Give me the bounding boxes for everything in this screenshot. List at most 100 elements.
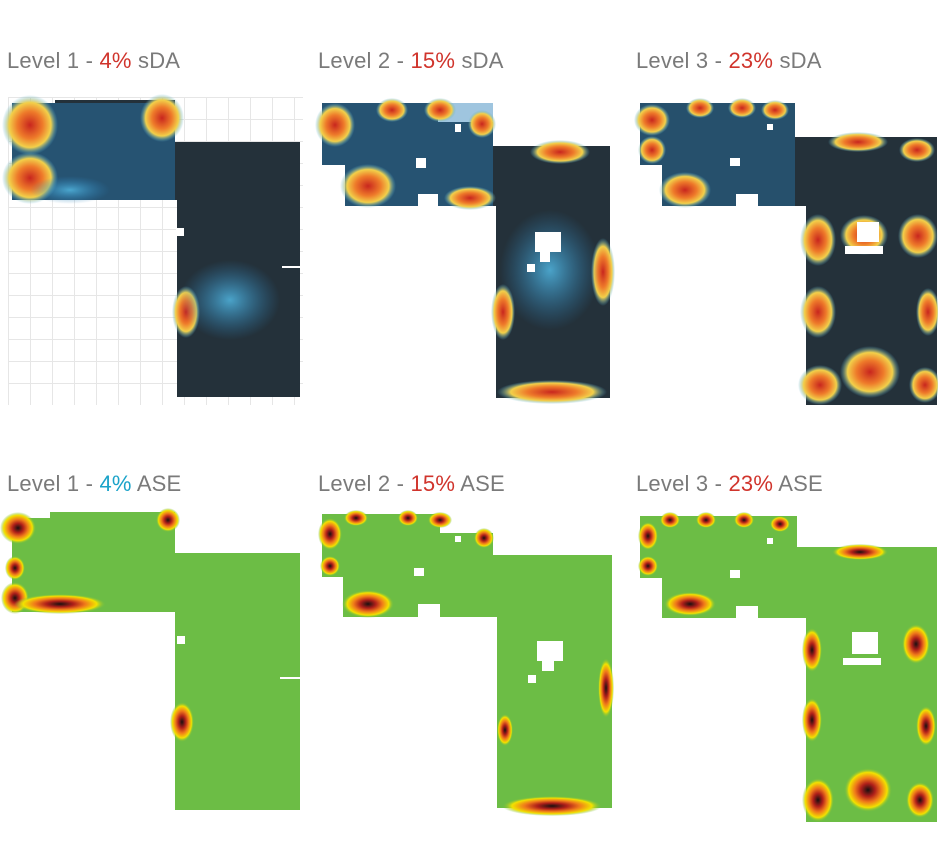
heat-spot xyxy=(664,592,716,616)
opening xyxy=(176,228,184,236)
opening xyxy=(535,232,561,252)
percent-value: 4% xyxy=(99,471,132,496)
heat-spot xyxy=(180,260,280,340)
heat-spot xyxy=(916,288,938,336)
heat-spot xyxy=(444,186,496,210)
heat-spot xyxy=(497,714,513,746)
level-label: Level 3 xyxy=(636,471,709,496)
opening xyxy=(414,568,424,576)
panel-level2-sda: Level 2 - 15% sDA xyxy=(310,40,630,420)
heat-spot xyxy=(770,516,790,532)
separator: - xyxy=(390,471,411,496)
opening xyxy=(730,158,740,166)
opening xyxy=(527,264,535,272)
heat-spot xyxy=(156,508,180,532)
level-label: Level 2 xyxy=(318,471,391,496)
opening xyxy=(767,538,773,544)
separator: - xyxy=(708,48,729,73)
metric-label: ASE xyxy=(460,471,505,496)
level-label: Level 1 xyxy=(7,48,80,73)
heat-spot xyxy=(474,528,494,548)
opening xyxy=(857,222,879,242)
opening xyxy=(542,661,554,671)
ase-shape-l1 xyxy=(0,508,300,810)
heat-spot xyxy=(840,346,900,398)
panel-level2-ase: Level 2 - 15% ASE xyxy=(310,463,630,845)
panel-level1-ase: Level 1 - 4% ASE xyxy=(0,463,310,845)
heat-spot xyxy=(315,103,355,147)
heat-spot xyxy=(761,100,789,120)
heat-spot xyxy=(800,286,836,338)
opening xyxy=(845,246,883,254)
percent-value: 4% xyxy=(99,48,132,73)
heat-spot xyxy=(800,214,836,266)
heat-spot xyxy=(728,98,756,118)
percent-value: 15% xyxy=(410,48,456,73)
panel-level3-sda: Level 3 - 23% sDA xyxy=(630,40,938,420)
percent-value: 23% xyxy=(728,471,774,496)
opening xyxy=(767,124,773,130)
level-label: Level 1 xyxy=(7,471,80,496)
heat-spot xyxy=(2,95,58,155)
metric-label: ASE xyxy=(778,471,823,496)
separator: - xyxy=(79,471,100,496)
heat-spot xyxy=(320,556,340,576)
heat-spot xyxy=(638,522,658,550)
panel-level3-ase: Level 3 - 23% ASE xyxy=(630,463,938,845)
heat-spot xyxy=(898,214,938,258)
heat-spot xyxy=(424,98,456,122)
heat-spot xyxy=(798,365,842,405)
heat-spot xyxy=(340,164,396,208)
separator: - xyxy=(79,48,100,73)
panel-title: Level 2 - 15% ASE xyxy=(318,471,505,497)
opening xyxy=(736,606,758,618)
ase-shape-l2 xyxy=(318,510,614,816)
opening xyxy=(455,536,461,542)
opening xyxy=(280,677,300,679)
heat-spot xyxy=(140,94,184,142)
separator: - xyxy=(708,471,729,496)
opening xyxy=(843,658,881,665)
opening xyxy=(418,604,440,617)
heat-spot xyxy=(14,594,106,614)
heat-spot xyxy=(376,98,408,122)
metric-label: sDA xyxy=(138,48,181,73)
heat-spot xyxy=(342,590,394,618)
heat-spot xyxy=(530,140,590,164)
ase-shape-l3 xyxy=(638,512,937,822)
heat-spot xyxy=(832,544,888,560)
panel-title: Level 1 - 4% ASE xyxy=(7,471,181,497)
opening xyxy=(736,194,758,206)
panel-title: Level 2 - 15% sDA xyxy=(318,48,504,74)
heat-spot xyxy=(909,367,938,403)
heat-spot xyxy=(5,556,25,580)
heat-spot xyxy=(598,658,614,718)
opening xyxy=(730,570,740,578)
sda-shape-l1 xyxy=(2,94,300,397)
metric-label: sDA xyxy=(779,48,822,73)
heat-spot xyxy=(497,380,607,404)
opening xyxy=(455,124,461,132)
heat-spot xyxy=(170,702,194,742)
opening xyxy=(540,252,550,262)
sda-shape-l2 xyxy=(315,98,615,404)
heat-spot xyxy=(500,210,600,330)
heat-spot xyxy=(734,512,754,528)
percent-value: 23% xyxy=(728,48,774,73)
separator: - xyxy=(390,48,411,73)
heat-spot xyxy=(428,512,452,528)
heat-spot xyxy=(638,136,666,164)
opening xyxy=(282,266,300,268)
heat-spot xyxy=(686,98,714,118)
opening xyxy=(177,636,185,644)
heat-spot xyxy=(468,110,496,138)
level-label: Level 2 xyxy=(318,48,391,73)
heat-spot xyxy=(899,138,935,162)
metric-label: ASE xyxy=(136,471,182,496)
heat-spot xyxy=(802,628,822,672)
panel-level1-sda: Level 1 - 4% sDA xyxy=(0,40,310,420)
panel-title: Level 3 - 23% sDA xyxy=(636,48,822,74)
metric-label: sDA xyxy=(461,48,504,73)
